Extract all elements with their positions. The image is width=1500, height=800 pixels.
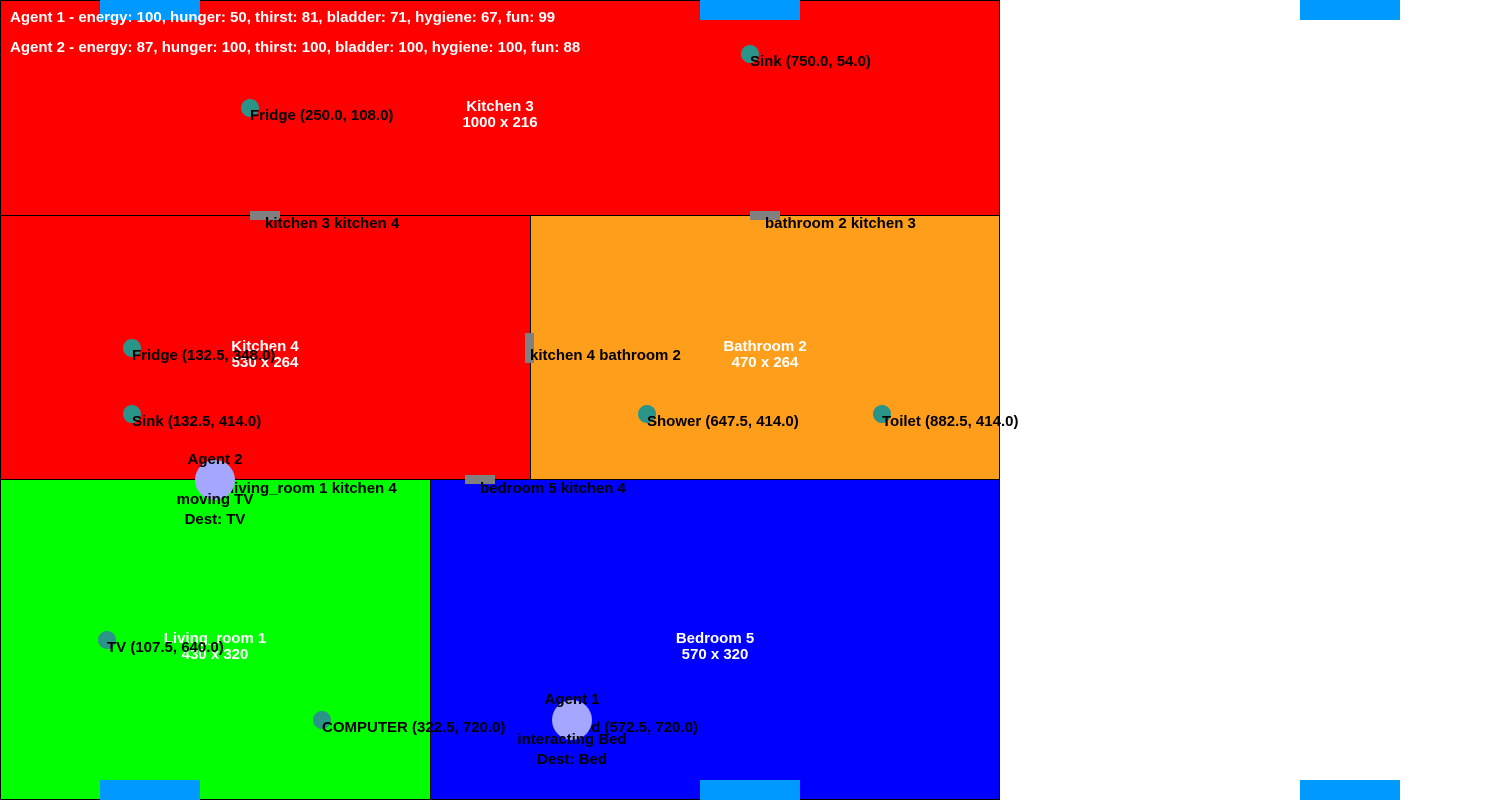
room-name: Kitchen 4 bbox=[231, 338, 299, 355]
room-size: 430 x 320 bbox=[181, 646, 249, 663]
door-kitchen-4-bathroom-2[interactable] bbox=[525, 333, 534, 363]
room-kitchen-4 bbox=[0, 215, 531, 480]
agent-1-status: Agent 1 - energy: 100, hunger: 50, thirs… bbox=[10, 9, 556, 26]
bottom-marker-1 bbox=[100, 780, 200, 800]
agent-2-avatar[interactable] bbox=[195, 460, 235, 500]
room-kitchen-3 bbox=[0, 0, 1000, 216]
room-label-bedroom-5: Bedroom 5 570 x 320 bbox=[676, 631, 754, 663]
bottom-marker-2 bbox=[700, 780, 800, 800]
toilet-bathroom-2-label: Toilet (882.5, 414.0) bbox=[882, 413, 1019, 430]
agent-destination: Dest: Bed bbox=[536, 751, 607, 768]
room-label-kitchen-4: Kitchen 4 530 x 264 bbox=[231, 339, 299, 371]
toilet-bathroom-2-marker[interactable] bbox=[873, 405, 891, 423]
tv-living-room-1-marker[interactable] bbox=[98, 631, 116, 649]
computer-living-room-1-marker[interactable] bbox=[313, 711, 331, 729]
top-marker-1 bbox=[100, 0, 200, 20]
door-kitchen-3-kitchen-4[interactable] bbox=[250, 211, 280, 220]
sink-kitchen-4-label: Sink (132.5, 414.0) bbox=[132, 413, 262, 430]
fridge-kitchen-3-marker[interactable] bbox=[241, 99, 259, 117]
room-name: Kitchen 3 bbox=[466, 98, 534, 115]
fridge-kitchen-4-marker[interactable] bbox=[123, 339, 141, 357]
door-label-bathroom-2-kitchen-3: bathroom 2 kitchen 3 bbox=[765, 215, 916, 232]
bed-bedroom-5-label: Bed (572.5, 720.0) bbox=[572, 719, 698, 736]
room-name: Bathroom 2 bbox=[723, 338, 807, 355]
agent-destination: Dest: TV bbox=[184, 511, 246, 528]
room-bedroom-5 bbox=[430, 479, 1000, 800]
bottom-marker-3 bbox=[1300, 780, 1400, 800]
shower-bathroom-2-marker[interactable] bbox=[638, 405, 656, 423]
room-living-room-1 bbox=[0, 479, 431, 800]
computer-living-room-1-label: COMPUTER (322.5, 720.0) bbox=[322, 719, 506, 736]
room-label-living-room-1: Living_room 1 430 x 320 bbox=[164, 631, 267, 663]
top-marker-3 bbox=[1300, 0, 1400, 20]
agent-action: moving TV bbox=[176, 491, 254, 508]
agent-1-label: Agent 1 interacting Bed Dest: Bed bbox=[517, 690, 626, 770]
door-label-bedroom-5-kitchen-4: bedroom 5 kitchen 4 bbox=[480, 480, 626, 497]
room-label-bathroom-2: Bathroom 2 470 x 264 bbox=[723, 339, 806, 371]
agent-2-label: Agent 2 moving TV Dest: TV bbox=[177, 450, 254, 530]
door-bathroom-2-kitchen-3[interactable] bbox=[750, 211, 780, 220]
agent-2-status: Agent 2 - energy: 87, hunger: 100, thirs… bbox=[10, 39, 581, 56]
door-label-kitchen-3-kitchen-4: kitchen 3 kitchen 4 bbox=[265, 215, 400, 232]
top-marker-2 bbox=[700, 0, 800, 20]
agent-1-avatar[interactable] bbox=[552, 700, 592, 740]
room-size: 470 x 264 bbox=[731, 354, 799, 371]
agent-action: interacting Bed bbox=[517, 731, 627, 748]
agent-name: Agent 2 bbox=[187, 451, 243, 468]
room-name: Bedroom 5 bbox=[675, 630, 755, 647]
sink-kitchen-3-marker[interactable] bbox=[741, 45, 759, 63]
shower-bathroom-2-label: Shower (647.5, 414.0) bbox=[647, 413, 799, 430]
door-label-living-room-1-kitchen-4: living_room 1 kitchen 4 bbox=[230, 480, 397, 497]
fridge-kitchen-4-label: Fridge (132.5, 348.0) bbox=[132, 347, 276, 364]
room-size: 530 x 264 bbox=[231, 354, 299, 371]
sink-kitchen-4-marker[interactable] bbox=[123, 405, 141, 423]
room-name: Living_room 1 bbox=[163, 630, 267, 647]
room-label-kitchen-3: Kitchen 3 1000 x 216 bbox=[462, 99, 537, 131]
fridge-kitchen-3-label: Fridge (250.0, 108.0) bbox=[250, 107, 394, 124]
door-bedroom-5-kitchen-4[interactable] bbox=[465, 475, 495, 484]
sink-kitchen-3-label: Sink (750.0, 54.0) bbox=[750, 53, 871, 70]
door-label-kitchen-4-bathroom-2: kitchen 4 bathroom 2 bbox=[530, 347, 681, 364]
agent-name: Agent 1 bbox=[544, 691, 600, 708]
tv-living-room-1-label: TV (107.5, 640.0) bbox=[107, 639, 224, 656]
room-size: 1000 x 216 bbox=[462, 114, 538, 131]
room-size: 570 x 320 bbox=[681, 646, 749, 663]
